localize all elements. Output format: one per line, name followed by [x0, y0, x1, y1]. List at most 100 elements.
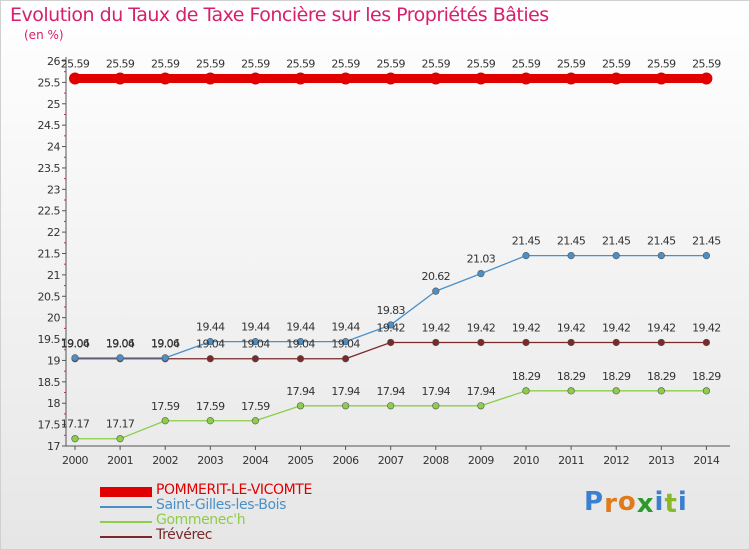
legend-swatch [100, 536, 152, 538]
data-label: 17.59 [196, 400, 225, 413]
data-label: 19.04 [61, 338, 90, 351]
data-label: 19.44 [241, 321, 270, 334]
data-label: 18.29 [692, 370, 721, 383]
data-label: 18.29 [647, 370, 676, 383]
data-label: 21.45 [557, 235, 586, 248]
data-point [296, 338, 305, 346]
x-tick-label: 2008 [423, 454, 449, 467]
data-label: 17.94 [467, 385, 496, 398]
data-label: 19.42 [467, 321, 496, 334]
x-tick-label: 2002 [152, 454, 178, 467]
data-label: 17.94 [376, 385, 405, 398]
data-label: 17.17 [106, 418, 135, 431]
y-tick-label: 20 [47, 312, 60, 325]
data-label: 19.42 [422, 321, 451, 334]
data-label: 18.29 [557, 370, 586, 383]
data-label: 19.04 [106, 338, 135, 351]
y-tick-label: 18.5 [38, 376, 61, 389]
data-point [251, 355, 259, 363]
data-point [339, 72, 352, 85]
data-label: 21.45 [512, 235, 541, 248]
y-tick-label: 17 [47, 440, 60, 453]
data-point [161, 354, 169, 362]
y-tick-label: 22 [47, 226, 60, 239]
x-tick-label: 2000 [62, 454, 88, 467]
data-label: 25.59 [286, 58, 315, 71]
x-tick-label: 2005 [288, 454, 314, 467]
data-point [251, 338, 259, 346]
data-point [657, 387, 665, 395]
data-label: 17.94 [331, 385, 360, 398]
data-label: 19.42 [512, 321, 541, 334]
data-label: 19.42 [647, 321, 676, 334]
data-point [116, 354, 124, 362]
legend-label: Gommenec'h [156, 512, 246, 528]
data-point [116, 435, 124, 443]
data-point [432, 402, 440, 410]
data-label: 25.59 [467, 58, 496, 71]
data-point [71, 435, 79, 443]
data-label: 19.04 [286, 338, 315, 351]
data-point [612, 252, 620, 260]
x-tick-label: 2007 [378, 454, 404, 467]
data-point [474, 72, 487, 85]
x-tick-label: 2014 [693, 454, 719, 467]
data-point [342, 402, 350, 410]
data-label: 21.45 [692, 235, 721, 248]
data-label: 19.42 [557, 321, 586, 334]
data-point [206, 355, 214, 363]
legend-label: Trévérec [156, 527, 213, 543]
data-label: 19.04 [331, 338, 360, 351]
logo-letter: o [617, 487, 637, 517]
x-tick-label: 2004 [242, 454, 268, 467]
data-label: 25.59 [647, 58, 676, 71]
data-point [432, 287, 440, 295]
y-tick-label: 26 [47, 55, 60, 68]
data-point [206, 417, 214, 425]
y-tick-label: 24.5 [38, 119, 61, 132]
x-tick-label: 2012 [603, 454, 629, 467]
data-point [296, 355, 305, 363]
data-label: 19.06 [61, 337, 90, 350]
data-label: 25.59 [512, 58, 541, 71]
data-label: 19.44 [286, 321, 315, 334]
data-label: 25.59 [196, 58, 225, 71]
data-point [702, 252, 711, 260]
data-point [387, 338, 395, 347]
data-point [522, 387, 530, 395]
data-point [384, 72, 397, 85]
y-axis-unit-label: (en %) [24, 28, 64, 42]
data-label: 21.45 [602, 235, 631, 248]
data-label: 25.59 [692, 58, 721, 71]
data-label: 19.44 [331, 321, 360, 334]
data-point [204, 72, 217, 85]
data-point [342, 338, 350, 346]
data-point [387, 402, 395, 410]
data-point [657, 338, 665, 347]
logo-letter: i [677, 487, 688, 517]
data-point [114, 72, 127, 85]
y-tick-label: 24 [47, 141, 60, 154]
proxiti-logo: Proxiti [584, 487, 688, 519]
data-point [477, 338, 485, 347]
legend-swatch [100, 506, 152, 508]
y-tick-label: 17.5 [38, 419, 61, 432]
y-tick-label: 25 [47, 98, 60, 111]
legend-label: POMMERIT-LE-VICOMTE [156, 482, 312, 498]
data-label: 25.59 [376, 58, 405, 71]
data-label: 19.42 [376, 321, 405, 334]
logo-letter: t [664, 489, 678, 519]
x-tick-label: 2010 [513, 454, 539, 467]
data-point [71, 354, 79, 362]
chart-title: Evolution du Taux de Taxe Foncière sur l… [10, 4, 549, 26]
y-tick-label: 22.5 [38, 205, 61, 218]
data-point [567, 252, 575, 260]
logo-letter: i [654, 487, 665, 517]
data-point [522, 252, 530, 260]
data-label: 17.17 [61, 418, 90, 431]
x-tick-label: 2009 [468, 454, 494, 467]
data-point [159, 72, 172, 85]
y-tick-label: 19 [47, 354, 60, 367]
logo-letter: x [636, 489, 655, 519]
data-point [612, 338, 620, 347]
